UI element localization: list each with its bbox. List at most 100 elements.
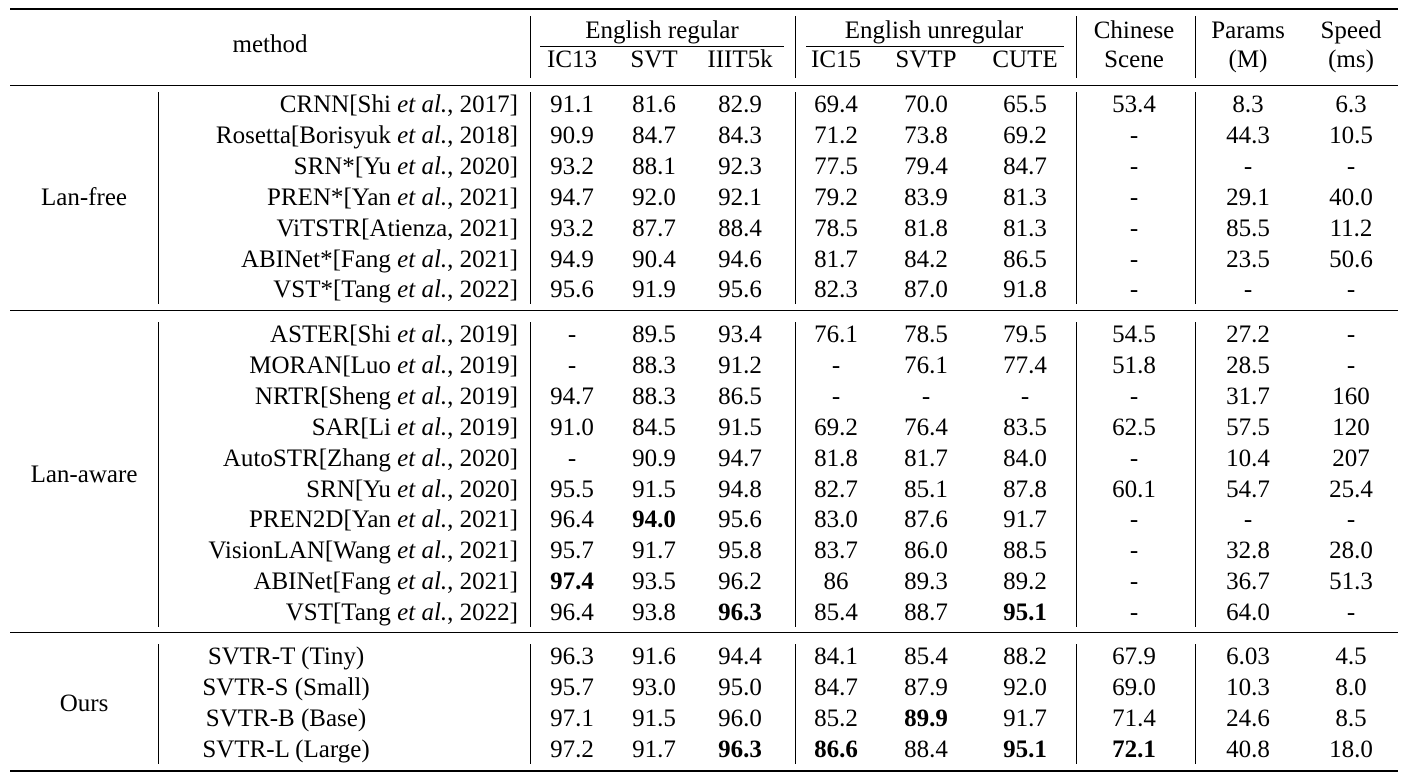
value-cell: - [1129,152,1139,180]
method-label: PREN* [267,183,344,211]
header-subheader-4: SVTP [895,46,957,73]
citation-open: [Yu [354,152,391,180]
value-cell: 76.1 [814,321,858,348]
value-cell: 8.0 [1335,673,1367,701]
value-cell: 8.3 [1232,91,1264,118]
value-cell: - [567,321,577,348]
value-cell: 96.2 [718,568,762,596]
citation-etal: et al. [397,413,448,441]
citation-etal: et al. [397,506,448,534]
citation-year: , 2022] [447,599,518,627]
value-cell: - [1129,214,1139,242]
value-cell: 24.6 [1226,704,1270,732]
value-cell: 92.3 [718,152,762,180]
value-cell: - [831,382,841,410]
method-name: ASTER[Shi et al., 2019] [270,320,518,350]
method-name: VST*[Tang et al., 2022] [273,275,518,305]
citation-open: [Fang [332,245,391,273]
value-cell: 81.7 [814,245,858,273]
value-cell: 88.7 [904,599,948,627]
value-cell: 83.0 [814,506,858,534]
value-cell: 95.0 [718,673,762,701]
header-subheader-8: (ms) [1328,46,1374,73]
value-cell: 86.5 [1003,245,1047,273]
top-rule [10,8,1398,10]
value-cell: 81.6 [632,91,676,118]
value-cell: 69.4 [814,91,858,118]
method-label: SVTR-B (Base) [205,704,367,732]
value-cell: 93.8 [632,599,676,627]
value-cell: 76.4 [904,413,948,441]
value-cell: 89.3 [904,568,948,596]
value-cell: 31.7 [1226,382,1270,410]
citation-year: , 2021] [447,245,518,273]
value-cell: - [1129,506,1139,534]
value-cell: - [1129,599,1139,627]
method-name: CRNN[Shi et al., 2017] [280,90,518,120]
value-cell: 94.9 [550,245,594,273]
citation-etal: et al. [397,152,448,180]
method-label: ABINet [253,568,333,596]
value-cell: 83.7 [814,537,858,565]
section-vline [795,644,796,764]
citation-year: , 2019] [447,382,518,410]
method-label: VST [285,599,333,627]
value-cell: 27.2 [1226,321,1270,348]
citation-open: [Li [360,413,391,441]
value-cell: 94.6 [718,245,762,273]
value-cell: 84.7 [1003,152,1047,180]
citation-year: , 2017] [447,91,518,118]
value-cell: 88.3 [632,351,676,379]
value-cell: 77.5 [814,152,858,180]
value-cell: 53.4 [1112,91,1156,118]
value-cell: 23.5 [1226,245,1270,273]
method-label: SAR [311,413,361,441]
method-label: SRN [306,475,355,503]
value-cell: 95.6 [550,276,594,304]
value-cell: 96.3 [718,735,762,763]
value-cell: 93.2 [550,152,594,180]
citation-open: [Shi [349,321,391,348]
value-cell: 6.03 [1226,643,1270,670]
value-cell: 86.0 [904,537,948,565]
citation-open: [Zhang [318,444,391,472]
value-cell: 88.3 [632,382,676,410]
value-cell: 96.0 [718,704,762,732]
value-cell: 6.3 [1335,91,1367,118]
section-vline [795,92,796,305]
value-cell: 91.7 [1003,704,1047,732]
value-cell: 51.3 [1329,568,1373,596]
method-label: SVTR-L (Large) [202,735,370,763]
value-cell: 84.2 [904,245,948,273]
value-cell: 87.7 [632,214,676,242]
method-name: VST[Tang et al., 2022] [286,598,518,628]
citation-etal: et al. [397,351,448,379]
value-cell: 94.7 [550,382,594,410]
method-name: ABINet[Fang et al., 2021] [253,567,518,597]
value-cell: 91.6 [632,643,676,670]
value-cell: 89.9 [904,704,948,732]
value-cell: 93.2 [550,214,594,242]
value-cell: 96.3 [718,599,762,627]
value-cell: 93.5 [632,568,676,596]
method-name: ViTSTR[Atienza, 2021] [276,214,518,244]
value-cell: 76.1 [904,351,948,379]
value-cell: 85.4 [814,599,858,627]
method-name: MORAN[Luo et al., 2019] [249,351,518,381]
value-cell: 81.8 [814,444,858,472]
header-vline-1 [795,16,796,78]
method-name: AutoSTR[Zhang et al., 2020] [223,444,518,474]
value-cell: 4.5 [1335,643,1367,670]
citation-open: [Atienza [361,214,448,242]
value-cell: 84.0 [1003,444,1047,472]
value-cell: 95.6 [718,506,762,534]
method-name: Rosetta[Borisyuk et al., 2018] [216,121,518,151]
value-cell: 87.0 [904,276,948,304]
value-cell: 86.6 [814,735,858,763]
citation-etal: et al. [397,91,448,118]
value-cell: 71.2 [814,121,858,149]
value-cell: 44.3 [1226,121,1270,149]
value-cell: 91.7 [632,537,676,565]
value-cell: 64.0 [1226,599,1270,627]
value-cell: 79.2 [814,183,858,211]
